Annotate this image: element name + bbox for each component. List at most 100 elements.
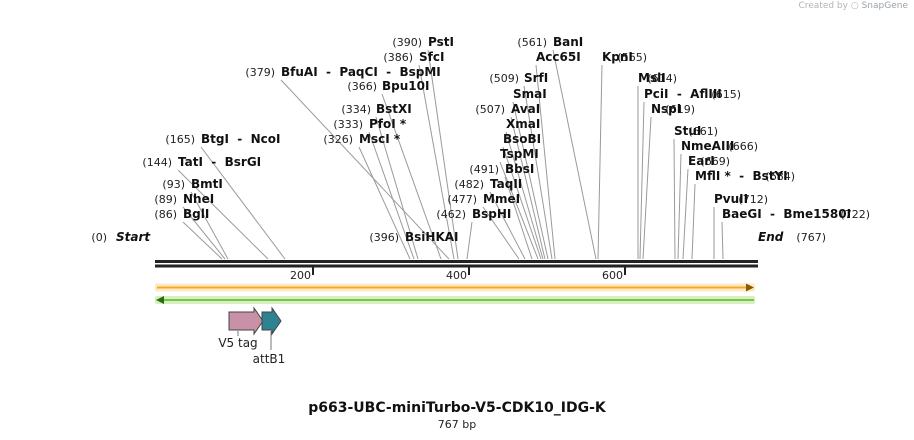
site-label[interactable]: PfoI * [369, 117, 407, 131]
credit-brand: SnapGene [861, 1, 908, 11]
site-position: (619) [665, 103, 695, 116]
site-position: (396) [369, 231, 399, 244]
site-position: (561) [517, 36, 547, 49]
site-position: (93) [162, 178, 185, 191]
site-position: (507) [475, 103, 505, 116]
site-leader-line [677, 153, 682, 260]
feature-label: attB1 [253, 352, 286, 366]
site-label[interactable]: AvaI [511, 102, 540, 116]
site-leader-line [177, 169, 269, 260]
site-position: (379) [245, 66, 275, 79]
site-label[interactable]: Acc65I [536, 50, 581, 64]
site-label[interactable]: BstXI [376, 102, 412, 116]
site-label[interactable]: MscI * [359, 132, 401, 146]
site-label[interactable]: MflI * - BstYI [695, 169, 788, 183]
site-leader-line [358, 146, 411, 260]
site-leader-line [721, 221, 724, 260]
feature-arrow[interactable] [261, 306, 282, 350]
site-leader-line [200, 146, 286, 260]
end-position: (767) [796, 231, 826, 244]
site-label[interactable]: PstI [428, 35, 454, 49]
site-label[interactable]: MslI [638, 71, 666, 85]
site-position: (684) [765, 170, 795, 183]
site-label[interactable]: NheI [183, 192, 214, 206]
site-label[interactable]: XmaI [506, 117, 540, 131]
feature-arrow[interactable] [228, 306, 264, 336]
site-position: (509) [489, 72, 519, 85]
site-label[interactable]: BsoBI [503, 132, 541, 146]
site-label[interactable]: SfcI [419, 50, 444, 64]
site-position: (482) [454, 178, 484, 191]
site-label[interactable]: MmeI [483, 192, 520, 206]
site-leader-line [190, 191, 229, 260]
site-label[interactable]: TaqII [490, 177, 522, 191]
site-label[interactable]: BaeGI - Bme1580I [722, 207, 851, 221]
orange-forward-bar[interactable] [155, 283, 755, 292]
site-leader-line [381, 93, 442, 260]
site-position: (614) [647, 72, 677, 85]
site-leader-line [427, 49, 459, 260]
site-label[interactable]: TatI - BsrGI [178, 155, 261, 169]
site-position: (615) [711, 88, 741, 101]
site-position: (477) [447, 193, 477, 206]
site-position: (165) [165, 133, 195, 146]
site-position: (565) [617, 51, 647, 64]
site-label[interactable]: NspI [651, 102, 681, 116]
site-label[interactable]: SrfI [524, 71, 548, 85]
site-label[interactable]: BanI [553, 35, 583, 49]
site-position: (366) [347, 80, 377, 93]
site-leader-line [682, 168, 689, 260]
site-leader-line [597, 64, 603, 260]
site-position: (722) [840, 208, 870, 221]
site-label[interactable]: Bpu10I [382, 79, 429, 93]
site-position: (669) [700, 155, 730, 168]
site-position: (386) [383, 51, 413, 64]
site-label[interactable]: NmeAIII [681, 139, 734, 153]
site-label[interactable]: BtgI - NcoI [201, 132, 281, 146]
site-position: (89) [154, 193, 177, 206]
site-position: (334) [341, 103, 371, 116]
site-position: (326) [323, 133, 353, 146]
site-leader-line [512, 101, 549, 260]
site-position: (144) [142, 156, 172, 169]
sequence-title: p663-UBC-miniTurbo-V5-CDK10_IDG-K [308, 400, 606, 416]
site-label[interactable]: PciI - AflIII [644, 87, 722, 101]
site-label[interactable]: BglI [183, 207, 209, 221]
site-label[interactable]: BsiHKAI [405, 230, 459, 244]
end-position: (0) [91, 231, 107, 244]
sequence-length: 767 bp [437, 418, 477, 431]
site-label[interactable]: PvuII [714, 192, 748, 206]
site-label[interactable]: StuI [674, 124, 701, 138]
site-position: (491) [469, 163, 499, 176]
site-label[interactable]: TspMI [500, 147, 539, 161]
site-label[interactable]: EarI [688, 154, 715, 168]
site-label[interactable]: KpnI [602, 50, 633, 64]
ruler-label: 600 [602, 269, 623, 282]
site-leader-line [504, 176, 533, 260]
ruler: 200 400 600 [290, 267, 626, 282]
site-label[interactable]: SmaI [513, 87, 547, 101]
site-leader-line [182, 206, 226, 260]
ruler-label: 400 [446, 269, 467, 282]
site-leader-line [499, 161, 539, 260]
snapgene-credit: Created by ○ SnapGene [798, 1, 908, 11]
site-leader-line [691, 183, 696, 260]
site-label[interactable]: BbsI [505, 162, 534, 176]
site-position: (661) [688, 125, 718, 138]
site-label[interactable]: BfuAI - PaqCI - BspMI [281, 65, 441, 79]
site-leader-line [673, 138, 676, 260]
site-leader-line [552, 49, 597, 260]
end-label: Start [116, 230, 151, 244]
site-leader-line [510, 116, 546, 260]
site-position: (390) [392, 36, 422, 49]
site-leader-line [482, 206, 520, 260]
site-position: (712) [738, 193, 768, 206]
site-position: (666) [728, 140, 758, 153]
site-label[interactable]: BspHI [472, 207, 511, 221]
site-label[interactable]: BmtI [191, 177, 223, 191]
site-leader-line [535, 64, 556, 260]
site-position: (86) [154, 208, 177, 221]
site-position: (462) [436, 208, 466, 221]
green-reverse-bar[interactable] [155, 296, 755, 304]
